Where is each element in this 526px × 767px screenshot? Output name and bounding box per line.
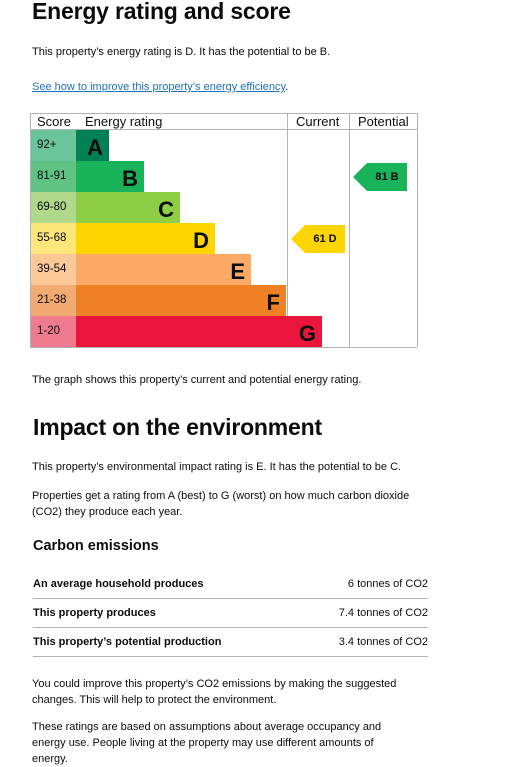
row-value: 7.4 tonnes of CO2 [338, 607, 428, 619]
score-cell: 1-20 [31, 316, 76, 347]
score-cell: 92+ [31, 130, 76, 161]
current-column-border [287, 113, 288, 347]
current-header: Current [296, 114, 340, 129]
potential-rating-marker-arrow-icon [353, 163, 367, 191]
environment-title: Impact on the environment [33, 414, 322, 440]
rating-band-b: 81-91 B [31, 161, 287, 192]
score-cell: 21-38 [31, 285, 76, 316]
potential-header: Potential [358, 114, 409, 129]
current-rating-marker-label: 61 D [305, 225, 345, 253]
rating-bar: E [76, 254, 251, 285]
rating-band-a: 92+ A [31, 130, 287, 161]
row-value: 6 tonnes of CO2 [347, 578, 428, 590]
current-rating-marker: 61 D [291, 225, 345, 253]
score-cell: 81-91 [31, 161, 76, 192]
energy-rating-intro: This property’s energy rating is D. It h… [32, 46, 331, 58]
rating-letter: B [122, 166, 138, 191]
rating-bar: G [76, 316, 322, 347]
score-cell: 69-80 [31, 192, 76, 223]
row-label: This property produces [33, 607, 156, 619]
rating-band-f: 21-38 F [31, 285, 287, 316]
table-row: This property’s potential production 3.4… [33, 628, 428, 657]
energy-rating-header: Energy rating [85, 114, 163, 129]
environment-intro: This property’s environmental impact rat… [32, 461, 402, 473]
rating-letter: C [158, 197, 174, 222]
potential-column-border [349, 113, 350, 347]
rating-bar: D [76, 223, 215, 254]
improve-efficiency-link[interactable]: See how to improve this property’s energ… [32, 81, 286, 93]
score-header: Score [37, 114, 71, 129]
score-cell: 39-54 [31, 254, 76, 285]
carbon-emissions-table: An average household produces 6 tonnes o… [33, 570, 428, 657]
table-row: This property produces 7.4 tonnes of CO2 [33, 599, 428, 628]
row-value: 3.4 tonnes of CO2 [338, 636, 428, 648]
rating-letter: E [230, 259, 245, 284]
chart-right-border [417, 113, 418, 347]
improve-emissions-text: You could improve this property’s CO2 em… [32, 678, 397, 706]
rating-bar: C [76, 192, 180, 223]
carbon-emissions-title: Carbon emissions [33, 538, 159, 554]
page-title: Energy rating and score [32, 0, 291, 24]
potential-rating-marker-label: 81 B [367, 163, 407, 191]
chart-left-border [30, 113, 31, 347]
chart-caption: The graph shows this property’s current … [32, 374, 362, 386]
rating-bar: B [76, 161, 144, 192]
assumptions-text: These ratings are based on assumptions a… [32, 721, 382, 765]
environment-explain: Properties get a rating from A (best) to… [32, 490, 410, 518]
rating-band-c: 69-80 C [31, 192, 287, 223]
improve-link-paragraph: See how to improve this property’s energ… [32, 79, 288, 95]
rating-letter: G [298, 321, 316, 346]
rating-band-e: 39-54 E [31, 254, 287, 285]
row-label: An average household produces [33, 578, 204, 590]
rating-band-g: 1-20 G [31, 316, 322, 347]
rating-letter: A [87, 135, 103, 160]
potential-rating-marker: 81 B [353, 163, 407, 191]
table-row: An average household produces 6 tonnes o… [33, 570, 428, 599]
chart-header-border [30, 129, 417, 130]
rating-letter: D [193, 228, 209, 253]
current-rating-marker-arrow-icon [291, 225, 305, 253]
energy-rating-chart: Score Energy rating Current Potential 92… [30, 113, 418, 349]
rating-letter: F [266, 290, 280, 315]
chart-top-border [30, 113, 417, 114]
row-label: This property’s potential production [33, 636, 222, 648]
chart-bottom-border [30, 347, 417, 348]
score-cell: 55-68 [31, 223, 76, 254]
rating-bar: F [76, 285, 286, 316]
link-suffix: . [285, 81, 289, 93]
rating-bar: A [76, 130, 109, 161]
rating-band-d: 55-68 D [31, 223, 287, 254]
